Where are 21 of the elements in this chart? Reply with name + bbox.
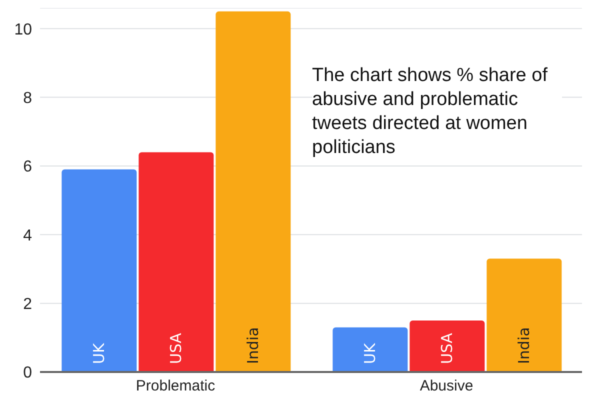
x-tick-label: Problematic	[136, 378, 216, 395]
text: India	[515, 327, 534, 364]
annotation: The chart shows % share of abusive and problematic tweets directed at women politicians	[312, 64, 562, 160]
series-label: USA	[167, 332, 186, 364]
bar	[486, 258, 562, 372]
series-label: India	[244, 327, 262, 364]
y-tick-label: 4	[23, 227, 32, 244]
y-tick-label: 0	[23, 364, 32, 382]
bar	[138, 152, 214, 372]
y-tick-label: 6	[23, 158, 32, 176]
series-label: UK	[90, 342, 108, 364]
bar	[332, 327, 408, 372]
text: UK	[361, 343, 380, 364]
x-tick-label: Abusive	[420, 378, 474, 395]
bar	[62, 169, 137, 372]
bar	[410, 320, 485, 372]
bar	[216, 11, 291, 372]
text: USA	[438, 332, 456, 364]
y-tick-label: 2	[23, 296, 32, 313]
y-tick-label: 8	[23, 90, 32, 107]
y-tick-label: 10	[14, 21, 32, 38]
